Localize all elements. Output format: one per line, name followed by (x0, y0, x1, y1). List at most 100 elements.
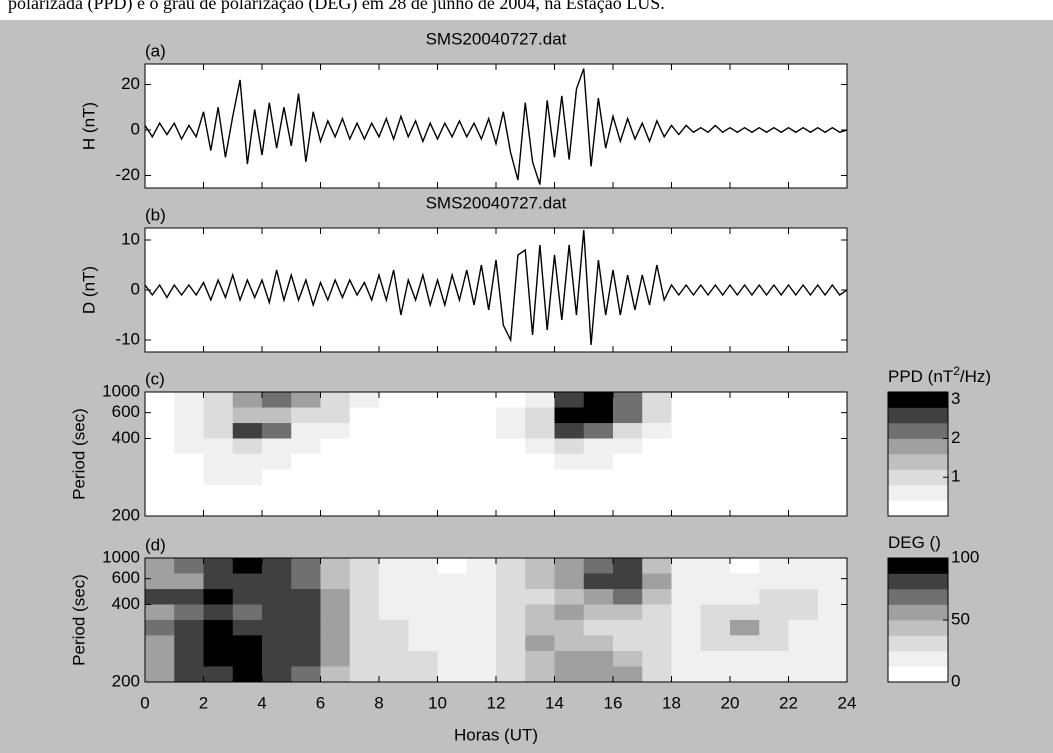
heat-cell (262, 635, 292, 652)
heat-cell (379, 453, 409, 470)
heat-cell (817, 573, 847, 590)
heat-cell (583, 453, 614, 470)
heat-cell (583, 666, 614, 682)
panel-label: (a) (145, 41, 166, 60)
heat-cell (730, 651, 760, 667)
colorbar-tick-label: 1 (951, 467, 960, 486)
heat-cell (554, 438, 585, 455)
heat-cell (145, 635, 175, 652)
y-axis-label: H (nT) (79, 102, 98, 150)
heat-cell (788, 589, 819, 605)
y-tick-label: 0 (131, 119, 140, 138)
heat-cell (437, 485, 468, 501)
heat-cell (466, 651, 497, 667)
heat-cell (700, 485, 731, 501)
colorbar-band (888, 589, 948, 605)
heat-cell (817, 407, 847, 424)
heat-cell (583, 573, 614, 590)
heat-cell (525, 619, 555, 636)
heat-cell (583, 604, 614, 621)
heat-cell (408, 407, 438, 424)
heat-cell (437, 558, 468, 575)
heat-cell (730, 589, 760, 605)
y-tick-label: 400 (112, 428, 140, 447)
heat-cell (554, 392, 585, 409)
heat-cell (349, 438, 380, 455)
heat-cell (613, 589, 643, 605)
heat-cell (408, 423, 438, 439)
heat-cell (466, 453, 497, 470)
heat-cell (788, 500, 819, 516)
heat-cell (262, 485, 292, 501)
heat-cell (203, 453, 234, 470)
heat-cell (349, 666, 380, 682)
colorbar-tick-label: 50 (951, 609, 970, 628)
heat-cell (730, 573, 760, 590)
heat-cell (320, 558, 351, 575)
heat-cell (671, 651, 702, 667)
heat-cell (700, 604, 731, 621)
heat-cell (349, 485, 380, 501)
heat-cell (583, 485, 614, 501)
heat-cell (437, 573, 468, 590)
heat-cell (496, 423, 526, 439)
heat-cell (203, 651, 234, 667)
heat-cell (262, 604, 292, 621)
heat-cell (730, 619, 760, 636)
heat-cell (174, 573, 204, 590)
colorbar-label-part: PPD (nT (888, 367, 953, 386)
heat-cell (320, 573, 351, 590)
heat-cell (408, 604, 438, 621)
heat-cell (349, 604, 380, 621)
heat-cell (320, 604, 351, 621)
heat-cell (613, 453, 643, 470)
heat-cell (730, 485, 760, 501)
heat-cell (730, 604, 760, 621)
heat-cell (554, 469, 585, 486)
caption: polarizada (PPD) e o grau de polarização… (8, 0, 665, 14)
heat-cell (232, 500, 263, 516)
heat-cell (496, 500, 526, 516)
heat-cell (437, 635, 468, 652)
heat-cell (291, 635, 321, 652)
heat-cell (174, 558, 204, 575)
heat-cell (320, 651, 351, 667)
colorbar-band (888, 635, 948, 652)
heat-cell (496, 589, 526, 605)
y-tick-label: 20 (121, 74, 140, 93)
heat-cell (379, 589, 409, 605)
heat-cell (232, 438, 263, 455)
colorbar-band (888, 485, 948, 501)
colorbar-band (888, 423, 948, 439)
heat-cell (554, 666, 585, 682)
heat-cell (320, 619, 351, 636)
heat-cell (583, 619, 614, 636)
heat-cell (613, 500, 643, 516)
heat-cell (554, 635, 585, 652)
heat-cell (554, 407, 585, 424)
heat-cell (437, 604, 468, 621)
heat-cell (642, 392, 672, 409)
heat-cell (232, 558, 263, 575)
heat-cell (554, 423, 585, 439)
heat-cell (437, 651, 468, 667)
heat-cell (671, 619, 702, 636)
heat-cell (730, 407, 760, 424)
heat-cell (145, 438, 175, 455)
heat-cell (408, 500, 438, 516)
heat-cell (466, 407, 497, 424)
heat-cell (262, 619, 292, 636)
colorbar-band (888, 604, 948, 621)
heat-cell (437, 469, 468, 486)
heat-cell (788, 666, 819, 682)
heat-cell (466, 666, 497, 682)
panel-label: (d) (145, 535, 166, 554)
x-tick-label: 18 (662, 693, 681, 712)
heat-cell (320, 453, 351, 470)
colorbar-band (888, 573, 948, 590)
heat-cell (291, 604, 321, 621)
heat-cell (262, 651, 292, 667)
heat-cell (788, 485, 819, 501)
heat-cell (349, 392, 380, 409)
plot-content (145, 229, 847, 346)
